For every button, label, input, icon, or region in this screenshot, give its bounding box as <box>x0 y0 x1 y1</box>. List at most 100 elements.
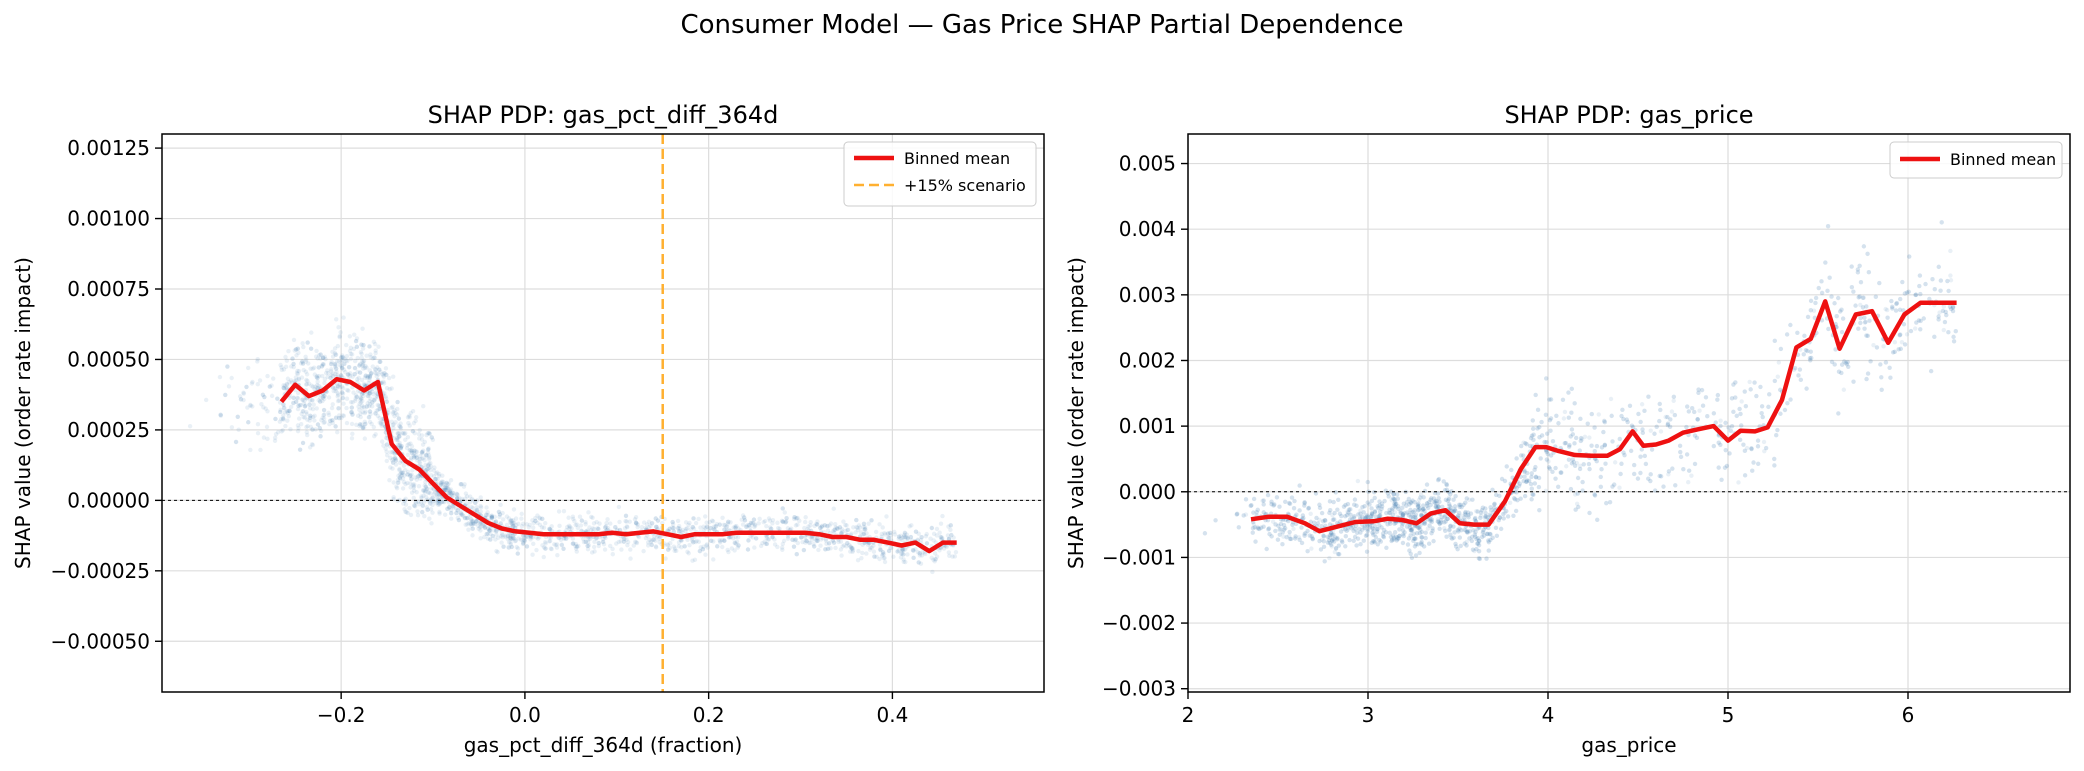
scatter-point <box>878 547 883 553</box>
scatter-point <box>369 389 375 394</box>
scatter-point <box>478 509 483 514</box>
scatter-point <box>342 361 347 366</box>
scatter-point <box>1602 418 1607 424</box>
scatter-point <box>540 543 545 548</box>
scatter-point <box>1913 292 1918 298</box>
scatter-point <box>390 411 396 416</box>
scatter-point <box>372 341 378 347</box>
scatter-point <box>1443 528 1448 533</box>
scatter-point <box>1665 422 1670 428</box>
scatter-point <box>1462 527 1467 533</box>
scatter-point <box>381 381 387 386</box>
scatter-point <box>379 423 384 428</box>
scatter-point <box>718 540 723 545</box>
scatter-point <box>1538 456 1543 461</box>
scatter-point <box>509 544 514 550</box>
scatter-point <box>334 369 339 374</box>
scatter-point <box>362 375 368 380</box>
scatter-point <box>683 526 689 532</box>
scatter-point <box>1692 461 1698 467</box>
scatter-point <box>425 431 430 436</box>
scatter-point <box>676 540 682 545</box>
scatter-point <box>298 361 304 366</box>
scatter-point <box>1388 489 1394 494</box>
scatter-point <box>434 500 439 506</box>
scatter-point <box>406 441 412 447</box>
scatter-point <box>263 406 268 411</box>
scatter-point <box>1535 407 1541 413</box>
scatter-point <box>416 473 421 479</box>
scatter-point <box>419 494 424 499</box>
scatter-point <box>825 523 830 529</box>
scatter-point <box>826 546 831 551</box>
scatter-point <box>367 368 372 373</box>
scatter-point <box>395 480 401 485</box>
scatter-point <box>365 375 370 381</box>
scatter-point <box>1594 459 1599 464</box>
scatter-point <box>1297 508 1302 513</box>
scatter-point <box>417 461 423 466</box>
scatter-point <box>1310 536 1315 541</box>
scatter-point <box>235 414 240 419</box>
scatter-point <box>828 546 833 551</box>
scatter-point <box>711 557 716 562</box>
scatter-point <box>320 395 326 400</box>
scatter-point <box>401 431 406 436</box>
scatter-point <box>900 547 905 552</box>
scatter-point <box>1856 326 1861 331</box>
scatter-point <box>1418 495 1423 500</box>
scatter-point <box>519 523 525 529</box>
scatter-point <box>1648 472 1653 477</box>
scatter-point <box>1729 423 1735 429</box>
scatter-point <box>1669 409 1675 414</box>
scatter-point <box>403 467 408 473</box>
scatter-point <box>1435 477 1441 483</box>
scatter-point <box>948 523 953 528</box>
scatter-point <box>1391 497 1397 502</box>
scatter-point <box>905 536 910 541</box>
scatter-point <box>409 448 414 453</box>
scatter-point <box>676 529 682 534</box>
scatter-point <box>1518 443 1524 449</box>
scatter-point <box>250 379 255 385</box>
scatter-point <box>368 412 373 417</box>
scatter-point <box>1754 393 1759 399</box>
scatter-point <box>765 537 771 542</box>
scatter-point <box>1511 513 1516 518</box>
scatter-point <box>1569 410 1574 415</box>
scatter-point <box>372 355 377 360</box>
scatter-point <box>1302 533 1307 538</box>
scatter-point <box>1447 503 1452 509</box>
scatter-point <box>764 541 770 547</box>
scatter-point <box>1307 533 1312 538</box>
scatter-point <box>739 517 744 522</box>
scatter-point <box>818 525 823 531</box>
scatter-point <box>355 369 360 375</box>
scatter-point <box>470 521 476 526</box>
scatter-point <box>383 394 388 399</box>
scatter-point <box>1379 501 1385 506</box>
scatter-point <box>1391 535 1397 541</box>
scatter-point <box>1758 384 1763 390</box>
scatter-point <box>831 506 836 511</box>
scatter-point <box>1430 528 1435 534</box>
scatter-point <box>510 533 516 538</box>
scatter-point <box>408 473 413 478</box>
scatter-point <box>589 514 594 520</box>
scatter-point <box>258 447 263 453</box>
scatter-point <box>625 543 630 548</box>
scatter-point <box>1522 468 1527 473</box>
scatter-point <box>631 543 636 548</box>
scatter-point <box>392 455 397 460</box>
scatter-point <box>683 520 689 525</box>
scatter-point <box>953 549 959 555</box>
scatter-point <box>428 491 433 496</box>
scatter-point <box>1351 528 1356 534</box>
scatter-point <box>218 412 223 418</box>
scatter-point <box>1431 538 1436 544</box>
scatter-point <box>446 491 452 496</box>
scatter-point <box>458 512 463 517</box>
panel1-x-ticks: −0.2 0.0 0.2 0.4 <box>317 692 908 727</box>
scatter-point <box>300 361 306 366</box>
scatter-point <box>1335 551 1341 557</box>
